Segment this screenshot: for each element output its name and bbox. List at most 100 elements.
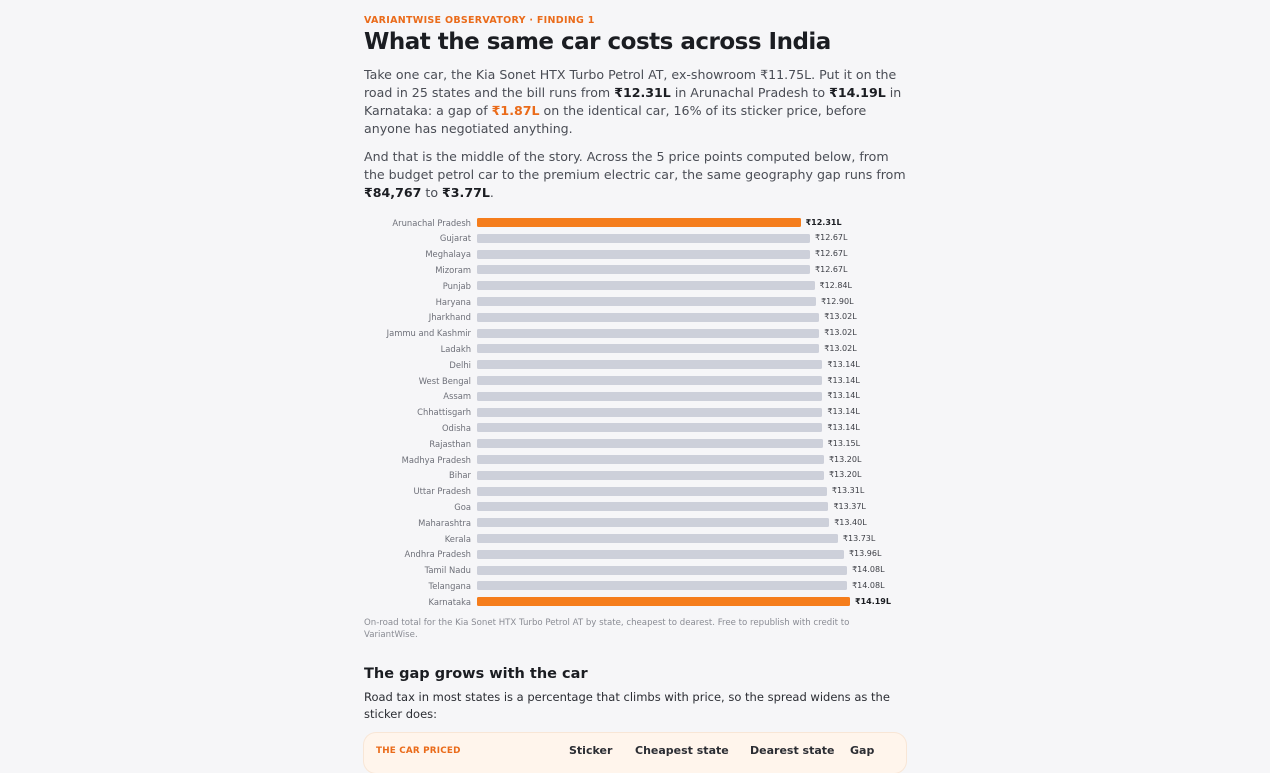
value-label: ₹12.90L — [821, 296, 854, 306]
intro-text: And that is the middle of the story. Acr… — [364, 149, 906, 182]
bar — [477, 281, 815, 291]
state-label: Karnataka — [428, 596, 471, 607]
state-label: Punjab — [442, 280, 471, 291]
bar — [477, 265, 811, 275]
bar — [477, 297, 817, 306]
bar — [477, 391, 823, 401]
value-label: ₹13.02L — [824, 343, 857, 353]
state-label: Arunachal Pradesh — [392, 217, 471, 228]
value-label: ₹13.14L — [827, 422, 860, 432]
value-label: ₹13.14L — [827, 375, 860, 385]
state-label: Tamil Nadu — [424, 565, 471, 576]
bar — [477, 470, 824, 480]
section-title: The gap grows with the car — [364, 666, 588, 682]
value-label: ₹13.73L — [842, 533, 876, 543]
value-label: ₹13.14L — [827, 407, 860, 417]
state-label: Madhya Pradesh — [401, 454, 471, 465]
intro-text: to — [421, 185, 443, 200]
state-label: Gujarat — [439, 233, 471, 244]
gap-range-max: ₹3.77L — [442, 185, 490, 200]
state-label: Rajasthan — [429, 438, 471, 449]
bar — [477, 549, 844, 559]
page-title: What the same car costs across India — [364, 29, 831, 55]
state-label: Odisha — [441, 422, 471, 433]
bar — [477, 407, 823, 417]
table-header-sticker: Sticker — [569, 744, 613, 757]
value-label: ₹13.14L — [827, 391, 860, 401]
table-header-car: THE CAR PRICED — [376, 746, 461, 756]
value-label: ₹13.40L — [834, 517, 867, 527]
intro-paragraph-2: And that is the middle of the story. Acr… — [364, 148, 906, 202]
value-label: ₹12.67L — [815, 233, 848, 243]
state-label: Mizoram — [435, 264, 471, 275]
value-label: ₹13.15L — [827, 438, 861, 448]
state-label: Bihar — [449, 470, 471, 481]
section-subtitle: Road tax in most states is a percentage … — [364, 690, 890, 721]
state-label: Chhattisgarh — [417, 407, 471, 418]
state-label: Haryana — [435, 296, 471, 307]
value-label: ₹13.02L — [824, 312, 857, 322]
value-label: ₹13.20L — [828, 470, 862, 480]
bar — [477, 581, 848, 591]
bar — [477, 360, 823, 370]
bar — [477, 518, 830, 528]
state-label: Telangana — [428, 580, 472, 591]
max-price: ₹14.19L — [829, 85, 886, 100]
value-label: ₹13.14L — [827, 359, 860, 369]
intro-text: in Arunachal Pradesh to — [670, 85, 830, 100]
bar — [477, 376, 823, 385]
intro-paragraph-1: Take one car, the Kia Sonet HTX Turbo Pe… — [364, 66, 906, 138]
state-price-bar-chart: Arunachal Pradesh ₹12.31L Gujarat ₹12.67L Me… — [364, 214, 924, 614]
state-label: Kerala — [444, 533, 471, 544]
state-label: Ladakh — [440, 343, 471, 354]
value-label: ₹12.84L — [819, 280, 852, 290]
table-header-cheapest: Cheapest state — [635, 744, 729, 757]
bar — [477, 423, 823, 433]
state-label: Meghalaya — [425, 249, 471, 260]
bar — [477, 565, 848, 575]
bar — [477, 233, 811, 243]
bar — [477, 218, 801, 227]
table-header-gap: Gap — [850, 744, 875, 757]
bar — [477, 502, 829, 512]
state-label: Jharkhand — [428, 312, 471, 323]
state-label: West Bengal — [418, 375, 471, 386]
value-label: ₹12.67L — [815, 249, 848, 259]
table-header-dearest: Dearest state — [750, 744, 835, 757]
value-label: ₹13.96L — [848, 549, 882, 559]
intro-text: on the identical car, 16% of its sticker… — [364, 103, 867, 136]
bar — [477, 455, 824, 464]
value-label: ₹13.37L — [833, 501, 866, 511]
bar — [477, 439, 823, 449]
value-label: ₹13.31L — [831, 486, 865, 496]
chart-caption: On-road total for the Kia Sonet HTX Turb… — [364, 618, 850, 640]
state-label: Delhi — [449, 359, 471, 370]
value-label: ₹14.08L — [852, 580, 885, 590]
bar — [477, 328, 820, 338]
bar — [477, 597, 850, 607]
value-label: ₹13.20L — [828, 454, 862, 464]
bar — [477, 486, 827, 496]
value-label: ₹13.02L — [824, 328, 857, 338]
gap-range-min: ₹84,767 — [364, 185, 422, 200]
value-label: ₹14.19L — [855, 596, 891, 606]
value-label: ₹14.08L — [852, 565, 885, 575]
bar — [477, 249, 811, 259]
state-label: Uttar Pradesh — [413, 486, 471, 497]
state-label: Jammu and Kashmir — [386, 328, 471, 339]
state-label: Goa — [454, 501, 471, 512]
bar — [477, 344, 820, 354]
state-label: Andhra Pradesh — [404, 549, 471, 560]
bar — [477, 312, 820, 322]
value-label: ₹12.67L — [815, 264, 848, 274]
min-price: ₹12.31L — [614, 85, 671, 100]
eyebrow-label: VARIANTWISE OBSERVATORY · FINDING 1 — [364, 15, 595, 26]
gap-amount: ₹1.87L — [491, 103, 540, 118]
intro-text: . — [489, 185, 494, 200]
intro-text: in Karnataka: a gap of — [364, 85, 902, 118]
state-label: Assam — [443, 391, 471, 402]
state-label: Maharashtra — [418, 517, 471, 528]
price-points-table: THE CAR PRICED Sticker Cheapest state De… — [364, 733, 906, 773]
value-label: ₹12.31L — [805, 217, 842, 227]
bar — [477, 534, 838, 543]
